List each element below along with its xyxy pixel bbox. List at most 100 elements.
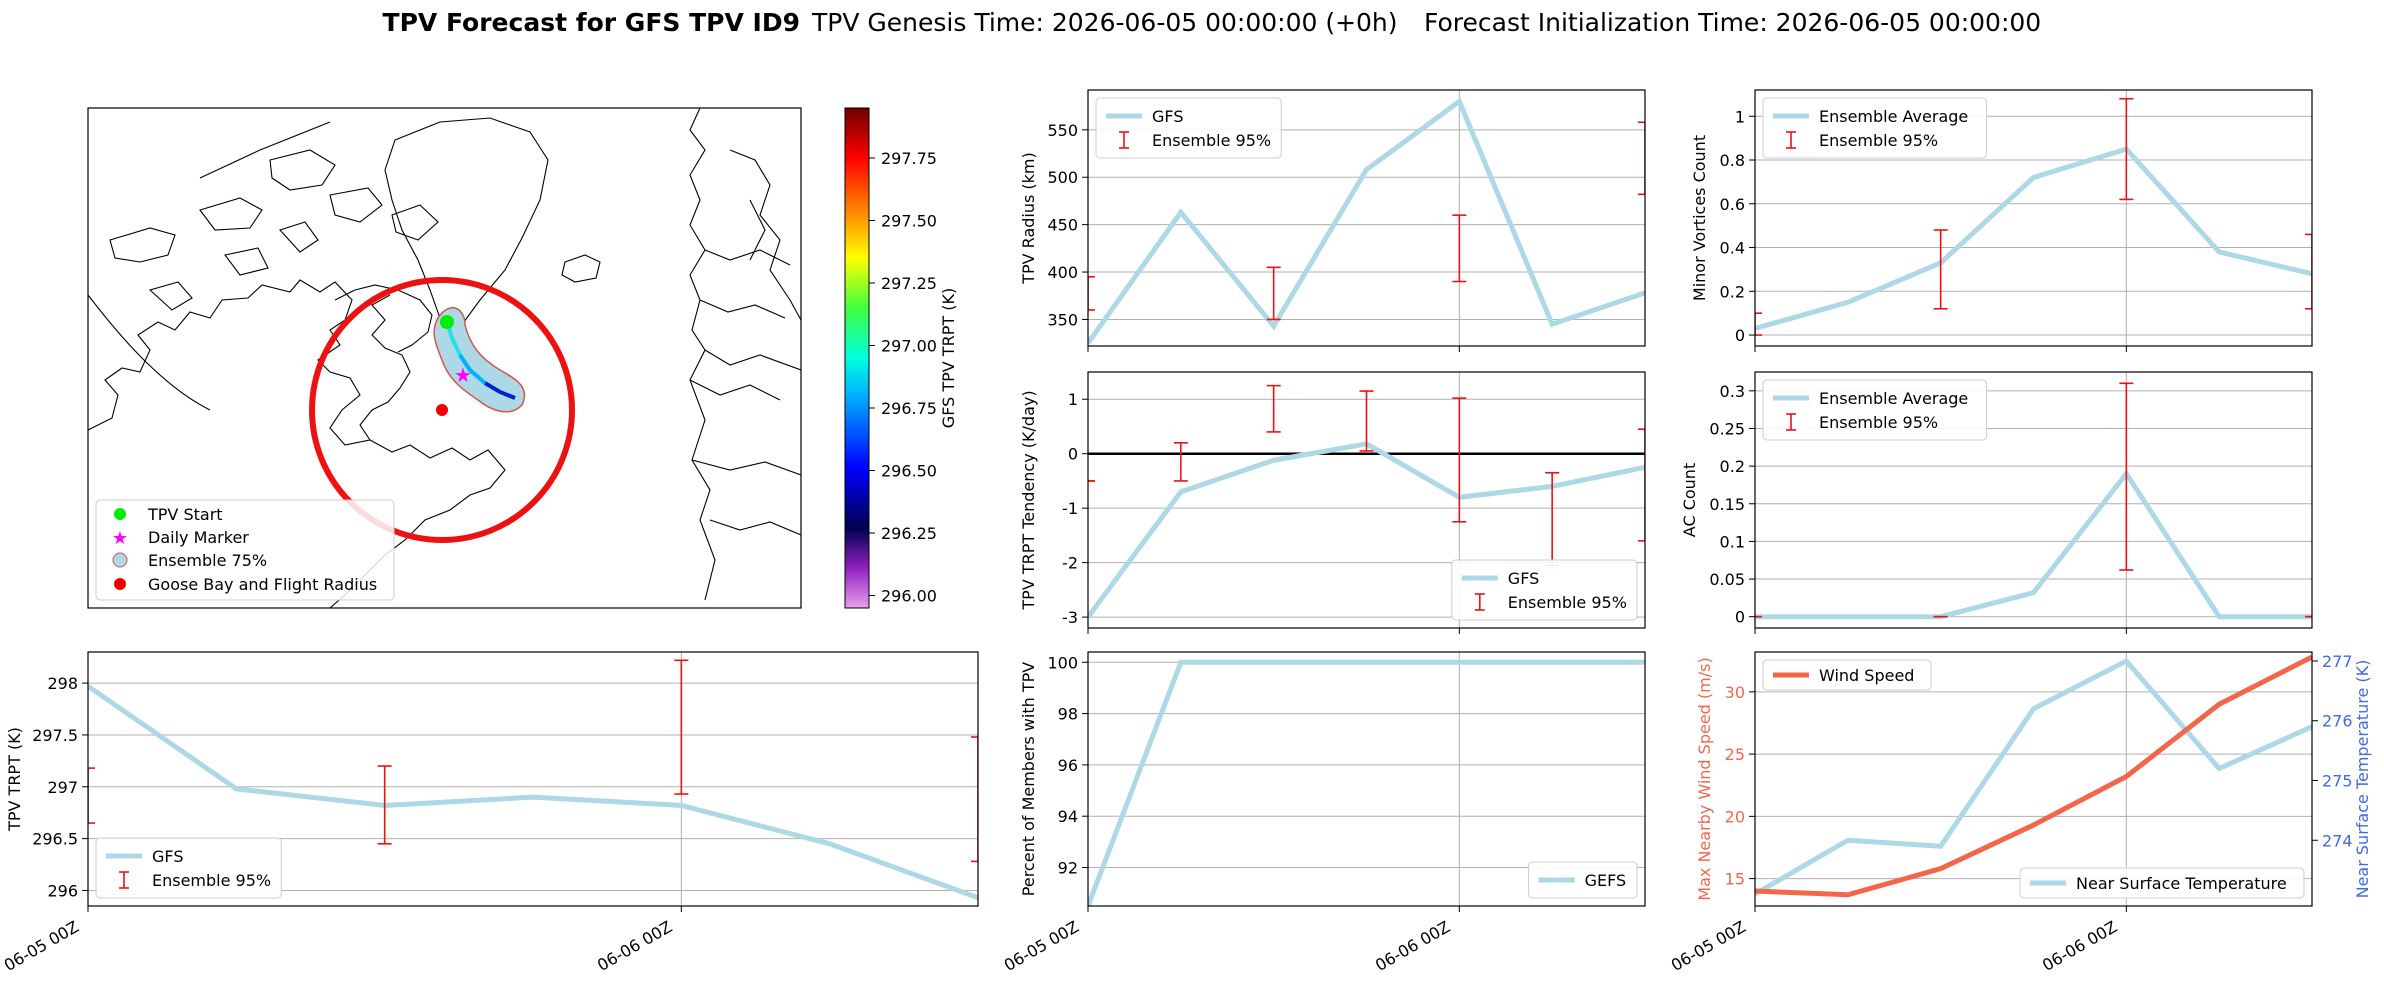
- x-tick-label: 06-06 00Z: [1372, 917, 1453, 975]
- y-tick-label: 0: [1735, 608, 1745, 627]
- y-tick-label: 30: [1725, 683, 1745, 702]
- y-tick-label: 0.2: [1720, 457, 1745, 476]
- legend-box: [1762, 97, 1988, 159]
- y-tick-label: 0.25: [1709, 419, 1745, 438]
- legend-label: Ensemble 95%: [1152, 131, 1271, 150]
- y-tick-label: -3: [1062, 608, 1078, 627]
- y-tick-label: -2: [1062, 554, 1078, 573]
- legend-label: Ensemble 95%: [152, 871, 271, 890]
- ensemble-errorbar: [1266, 266, 1281, 321]
- chart-panel-members: 92 94 96 98 100 06-05 00Z 06-06 00Z Percent of …: [1001, 651, 1646, 975]
- legend: GEFS: [1528, 861, 1638, 899]
- y-tick-label: 25: [1725, 745, 1745, 764]
- chart-panel-radius: 350 400 450 500 550 TPV Radius (km) GFS Ensembl…: [1019, 89, 1646, 352]
- y-tick-label: 500: [1047, 168, 1078, 187]
- ensemble-errorbar: [1266, 384, 1281, 433]
- colorbar-tick-label: 296.00: [881, 587, 937, 606]
- legend-box: [1095, 97, 1282, 159]
- y-tick-label: 350: [1047, 310, 1078, 329]
- legend-label: GFS: [152, 847, 183, 866]
- y-tick-label: 0.05: [1709, 570, 1745, 589]
- legend-label: Ensemble 95%: [1819, 131, 1938, 150]
- y-tick-label: 0: [1068, 445, 1078, 464]
- y-axis-label: TPV TRPT Tendency (K/day): [1019, 390, 1038, 610]
- y-axis-label: Max Nearby Wind Speed (m/s): [1695, 657, 1714, 900]
- legend-box: [95, 837, 282, 899]
- axes-frame: [1754, 651, 2313, 907]
- colorbar-tick-label: 297.00: [881, 337, 937, 356]
- ensemble-errorbar: [674, 659, 689, 795]
- y-tick-label: 297: [47, 778, 78, 797]
- legend: GFS Ensemble 95%: [95, 837, 282, 899]
- genesis-time: TPV Genesis Time: 2026-06-05 00:00:00 (+…: [811, 8, 1398, 37]
- axes-frame: [1087, 371, 1646, 629]
- coastlines: [88, 108, 801, 608]
- map-legend-label: Goose Bay and Flight Radius: [148, 575, 377, 594]
- x-tick-label: 06-05 00Z: [1668, 917, 1749, 975]
- plot-area: [88, 659, 978, 901]
- plot-area: [1088, 384, 1645, 619]
- track-segment: [458, 353, 487, 385]
- legend-label: Near Surface Temperature: [2076, 874, 2287, 893]
- legend-box: [1762, 379, 1988, 441]
- legend-start-icon: [114, 508, 126, 520]
- y-tick-label: -1: [1062, 499, 1078, 518]
- y-axis-label: AC Count: [1680, 463, 1699, 537]
- ensemble-errorbar: [1173, 442, 1188, 482]
- map-legend-label: Ensemble 75%: [148, 551, 267, 570]
- track-map: ★ TPV Start ★ Daily Marker Ensemble 75% …: [87, 107, 958, 609]
- legend: GFS Ensemble 95%: [1451, 559, 1638, 621]
- y2-axis-label: Near Surface Temperature (K): [2353, 660, 2372, 899]
- chart-panel-trpt: 296 296.5 297 297.5 298 06-05 00Z 06-06 00Z TPV…: [1, 651, 979, 975]
- y-tick-label: 550: [1047, 121, 1078, 140]
- map-legend-label: Daily Marker: [148, 528, 249, 547]
- series-line-wind-speed: [1755, 654, 2312, 898]
- axes-frame: [87, 651, 979, 907]
- tpv-start-marker: [440, 315, 454, 329]
- legend-label: Ensemble 95%: [1819, 413, 1938, 432]
- daily-marker: ★: [454, 363, 472, 387]
- series-line: [1755, 469, 2312, 620]
- chart-panel-minor: 0 0.2 0.4 0.6 0.8 1 Minor Vortices Count Ensemb…: [1690, 89, 2313, 352]
- ensemble-errorbar: [1933, 229, 1948, 310]
- ensemble-envelope: [433, 307, 526, 413]
- y2-tick-label: 274: [2322, 831, 2353, 850]
- ensemble-errorbar: [1755, 312, 1762, 336]
- y-tick-label: 0.1: [1720, 532, 1745, 551]
- legend-label: GFS: [1152, 107, 1183, 126]
- y2-tick-label: 276: [2322, 712, 2353, 731]
- y-tick-label: 298: [47, 674, 78, 693]
- map-legend-label: TPV Start: [147, 505, 223, 524]
- y-tick-label: 1: [1068, 390, 1078, 409]
- ensemble-errorbar: [1359, 390, 1374, 452]
- legend: Wind Speed Near Surface Temperature: [1762, 659, 2305, 899]
- legend-label: Ensemble 95%: [1508, 593, 1627, 612]
- colorbar-ticks: 296.00 296.25 296.50 296.75 297.00 297.25 297.…: [869, 149, 937, 606]
- colorbar-tick-label: 296.25: [881, 524, 937, 543]
- y-tick-label: 100: [1047, 653, 1078, 672]
- chart-panel-tendency: -3 -2 -1 0 1 TPV TRPT Tendency (K/day) GFS Ense…: [1019, 371, 1646, 634]
- ensemble-errorbar: [88, 767, 95, 824]
- y-tick-label: 98: [1058, 705, 1078, 724]
- colorbar-tick-label: 297.50: [881, 212, 937, 231]
- y-tick-label: 296.5: [32, 830, 78, 849]
- y-axis-label: TPV Radius (km): [1019, 152, 1038, 285]
- legend-box: [1528, 861, 1638, 899]
- y-axis-label: TPV TRPT (K): [5, 727, 24, 832]
- y-tick-label: 0.8: [1720, 151, 1745, 170]
- legend: GFS Ensemble 95%: [1095, 97, 1282, 159]
- initialization-time: Forecast Initialization Time: 2026-06-05…: [1424, 8, 2041, 37]
- legend: Ensemble Average Ensemble 95%: [1762, 379, 1988, 441]
- y-tick-label: 92: [1058, 859, 1078, 878]
- y2-tick-label: 277: [2322, 652, 2353, 671]
- y-tick-label: 20: [1725, 807, 1745, 826]
- colorbar-tick-label: 297.25: [881, 274, 937, 293]
- legend-label: Ensemble Average: [1819, 107, 1968, 126]
- goose-bay-marker: [436, 404, 448, 416]
- legend-ensemble-icon: [112, 552, 128, 568]
- y-tick-label: 400: [1047, 263, 1078, 282]
- ensemble-errorbar: [1452, 397, 1467, 523]
- legend-box: [2019, 867, 2305, 899]
- colorbar-tick-label: 297.75: [881, 149, 937, 168]
